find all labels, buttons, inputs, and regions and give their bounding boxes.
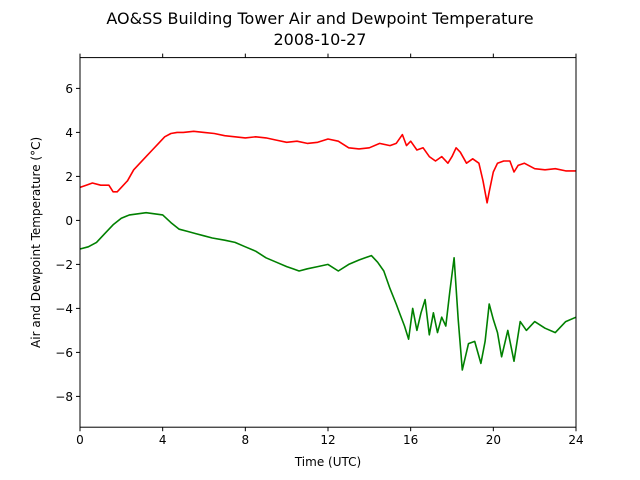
x-axis: 0 4 8 12 16 20 24 <box>76 53 584 447</box>
y-tick-label: −2 <box>55 258 73 272</box>
series-line-2 <box>79 211 577 371</box>
y-tick-label: 0 <box>65 214 73 228</box>
y-tick-label: −8 <box>55 390 73 404</box>
chart-subtitle: 2008-10-27 <box>274 30 367 49</box>
series-layer <box>79 130 577 371</box>
x-axis-label: Time (UTC) <box>294 455 361 469</box>
x-tick-label: 20 <box>486 433 501 447</box>
y-tick-label: 6 <box>65 82 73 96</box>
y-tick-label: −6 <box>55 346 73 360</box>
y-tick-label: 2 <box>65 170 73 184</box>
series-line-1 <box>79 130 576 204</box>
chart-title: AO&SS Building Tower Air and Dewpoint Te… <box>106 9 533 28</box>
y-tick-label: −4 <box>55 302 73 316</box>
x-tick-label: 4 <box>159 433 167 447</box>
x-tick-label: 0 <box>76 433 84 447</box>
x-tick-label: 16 <box>403 433 418 447</box>
y-axis: −8 −6 −4 −2 0 2 4 6 <box>55 82 80 404</box>
x-tick-label: 24 <box>568 433 583 447</box>
y-tick-label: 4 <box>65 126 73 140</box>
x-tick-label: 8 <box>242 433 250 447</box>
y-axis-label: Air and Dewpoint Temperature (°C) <box>29 137 43 348</box>
x-tick-label: 12 <box>320 433 335 447</box>
